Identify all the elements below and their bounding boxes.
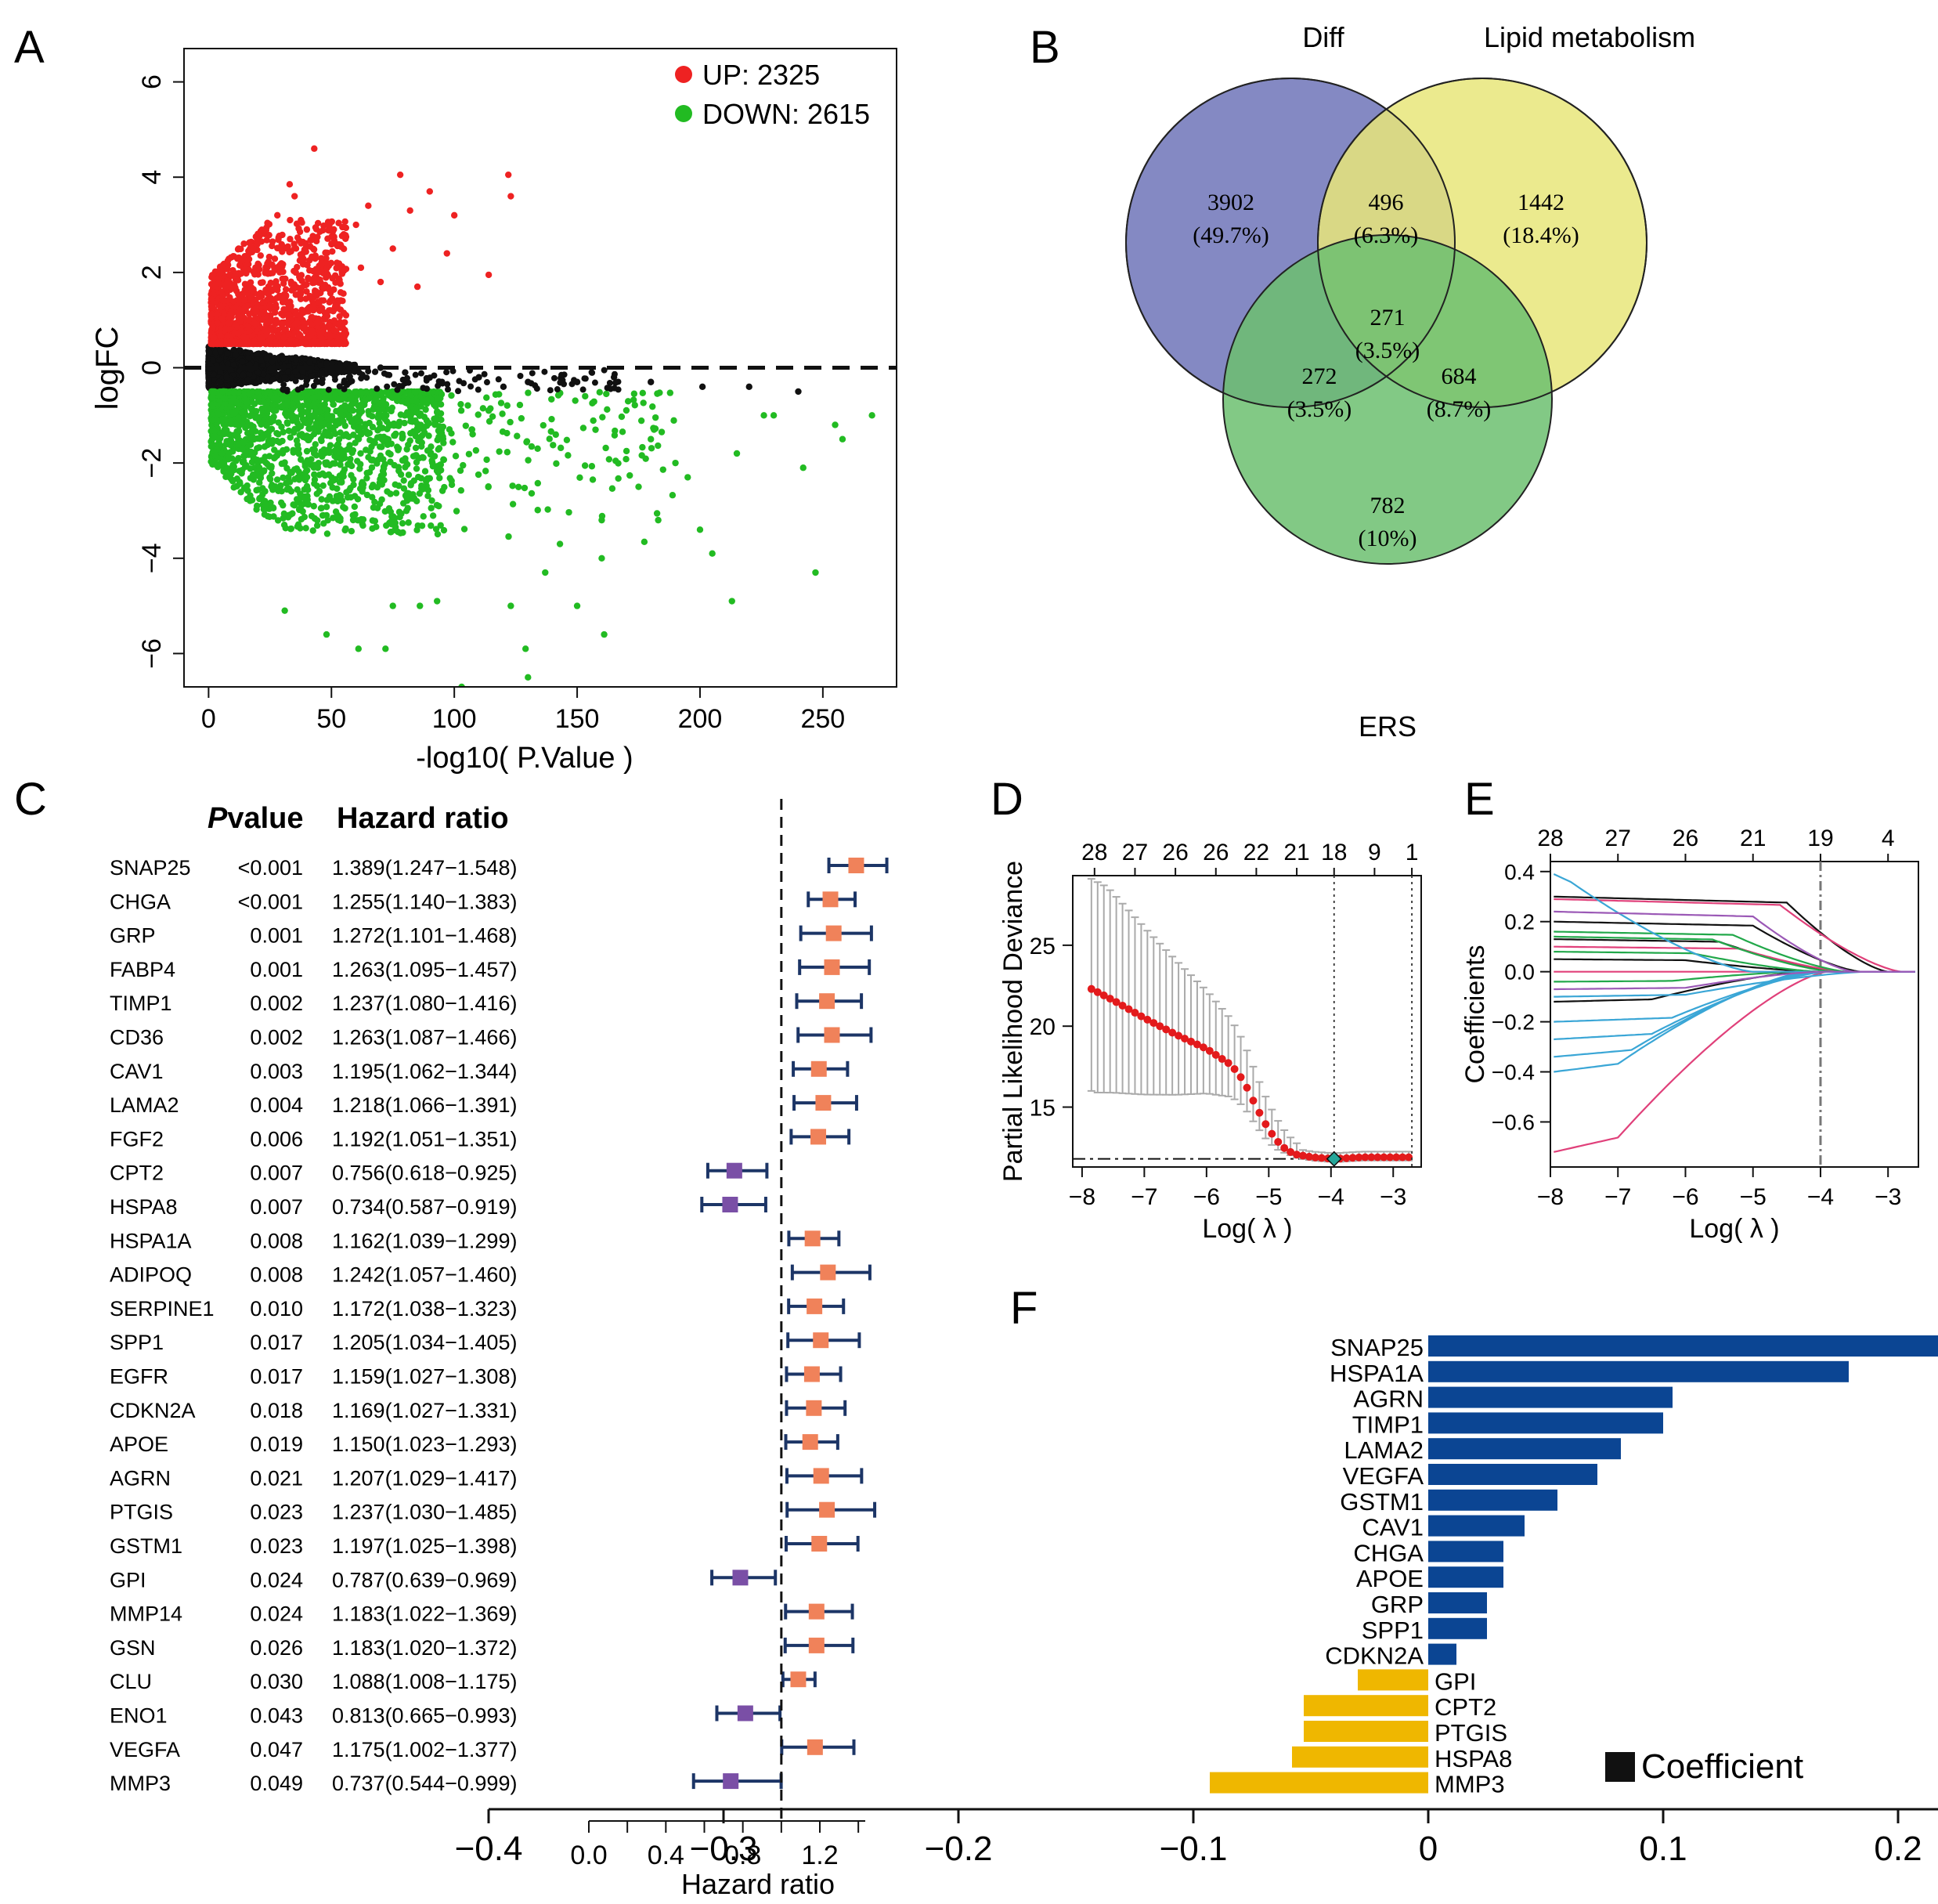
volcano-point-ns [217, 348, 224, 355]
volcano-point-ns [269, 359, 276, 366]
volcano-point-ns [215, 378, 222, 385]
volcano-point-ns [206, 349, 213, 356]
volcano-plot: -log10( P.Value ) logFC 0 50 100 150 200 2506… [90, 48, 897, 775]
volcano-point-ns [253, 379, 260, 386]
panel-label-b: B [1030, 22, 1060, 73]
volcano-point-ns [342, 360, 349, 367]
volcano-point-ns [205, 377, 212, 384]
panel-label-a: A [14, 22, 45, 73]
volcano-point-ns [239, 358, 246, 365]
panel-label-d: D [991, 774, 1023, 825]
volcano-point-ns [292, 356, 299, 363]
panel-label-f: F [1010, 1283, 1038, 1334]
volcano-point-ns [254, 351, 261, 358]
volcano-point-ns [224, 350, 231, 357]
volcano-point-ns [244, 376, 251, 383]
volcano-point-ns [284, 368, 291, 375]
volcano-point-ns [217, 368, 224, 375]
volcano-point-ns [317, 362, 324, 369]
volcano-point-ns [269, 376, 276, 383]
volcano-point-ns [263, 355, 270, 362]
volcano-point-ns [306, 359, 313, 366]
volcano-point-ns [230, 381, 237, 388]
panel-label-c: C [14, 774, 47, 825]
volcano-point-ns [244, 349, 251, 356]
volcano-points [184, 145, 897, 687]
volcano-point-ns [260, 370, 267, 378]
volcano-point-ns [254, 369, 262, 376]
volcano-point-ns [245, 355, 252, 362]
volcano-point-ns [206, 365, 213, 372]
volcano-point-ns [280, 356, 287, 363]
volcano-point-ns [230, 361, 237, 368]
volcano-point-ns [233, 352, 240, 359]
panel-label-e: E [1464, 774, 1495, 825]
volcano-point-up [287, 216, 294, 224]
volcano-point-ns [223, 374, 230, 381]
volcano-point-ns [240, 371, 247, 378]
